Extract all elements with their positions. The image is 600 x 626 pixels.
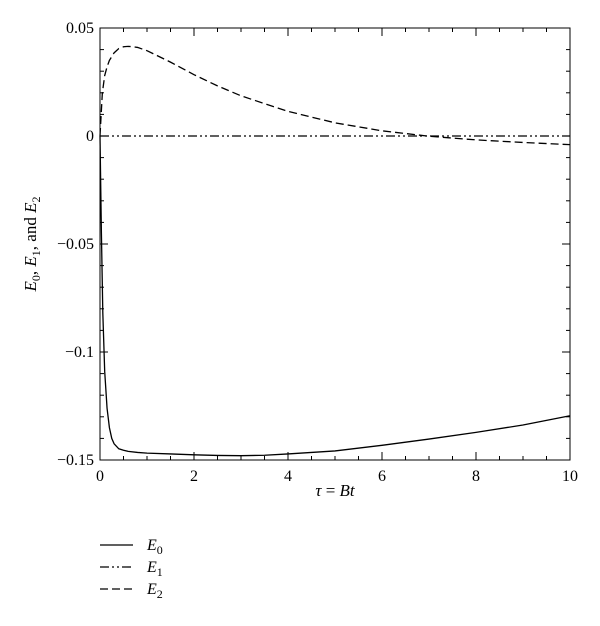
legend-label-e0: E0: [146, 537, 163, 557]
x-tick-label: 10: [562, 468, 578, 485]
y-tick-label: −0.05: [57, 236, 94, 253]
x-axis-label: τ = Bt: [315, 481, 356, 500]
series-line-e2: [99, 45, 571, 146]
plot-frame: [99, 27, 571, 461]
x-tick-label: 2: [190, 468, 198, 485]
y-tick-label: −0.15: [57, 452, 94, 469]
x-tick-label: 4: [284, 468, 292, 485]
x-tick-label: 8: [472, 468, 480, 485]
y-tick-label: −0.1: [65, 344, 94, 361]
tick-labels: 0 2 4 6 8 10 0.05 0 −0.05 −0.1 −0.15: [57, 20, 578, 485]
y-tick-label: 0.05: [66, 20, 94, 37]
x-tick-label: 0: [96, 468, 104, 485]
y-axis-label: E0, E1, and E2: [21, 197, 43, 293]
legend-label-e2: E2: [146, 581, 163, 601]
y-tick-label: 0: [86, 128, 94, 145]
series-group: [99, 45, 571, 457]
legend-label-e1: E1: [146, 559, 163, 579]
ticks: [99, 27, 571, 461]
x-tick-label: 6: [378, 468, 386, 485]
series-line-e0: [99, 135, 571, 457]
